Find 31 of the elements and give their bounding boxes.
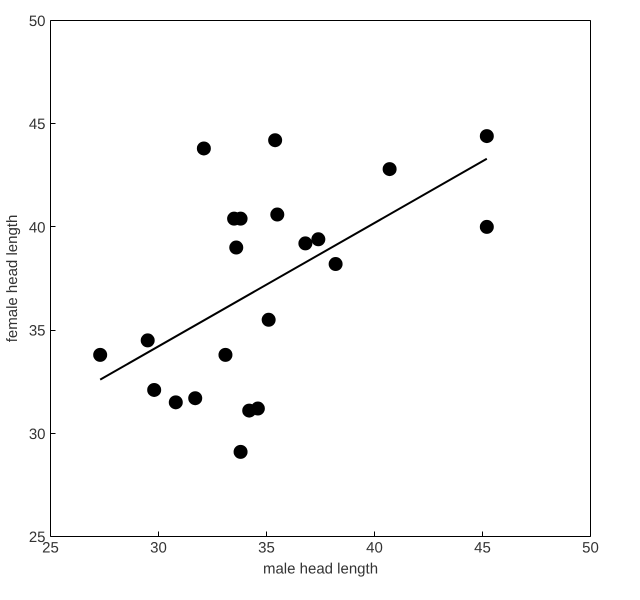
- x-tick-label: 45: [474, 540, 491, 556]
- y-axis-title: female head length: [4, 214, 21, 342]
- y-tick-label: 50: [28, 13, 46, 30]
- y-tick-label: 35: [28, 322, 46, 340]
- y-tick-label: 30: [28, 426, 46, 443]
- point: [229, 240, 244, 255]
- point: [218, 348, 232, 362]
- point: [250, 402, 265, 416]
- point: [93, 348, 108, 362]
- point: [196, 141, 211, 156]
- y-tick-label: 40: [28, 219, 46, 236]
- point: [328, 257, 343, 272]
- point: [480, 220, 494, 234]
- x-tick-label: 35: [258, 540, 275, 556]
- point: [382, 162, 397, 176]
- point: [270, 208, 284, 222]
- x-axis-title: male head length: [262, 560, 378, 578]
- point: [140, 333, 155, 348]
- point: [168, 395, 183, 410]
- x-tick-label: 30: [150, 540, 167, 556]
- point: [298, 236, 312, 250]
- point: [188, 391, 202, 406]
- x-tick-label: 40: [366, 540, 383, 556]
- x-tick-label: 50: [582, 540, 599, 556]
- y-tick-label: 45: [28, 116, 46, 134]
- point: [262, 312, 276, 327]
- point: [234, 444, 248, 459]
- point: [147, 382, 162, 397]
- point: [268, 133, 282, 148]
- point: [480, 129, 494, 144]
- point: [311, 232, 326, 246]
